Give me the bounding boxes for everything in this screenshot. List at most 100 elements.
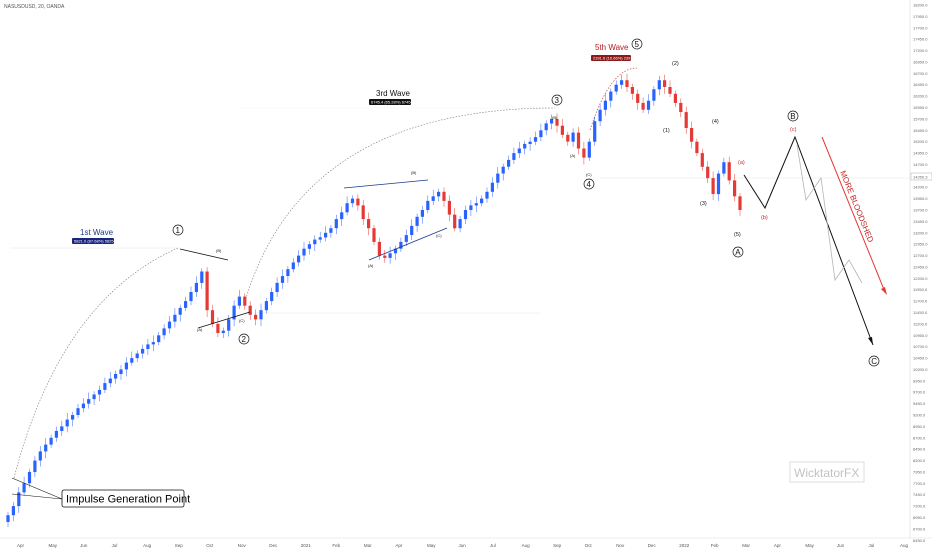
time-tick-label: Apr xyxy=(774,543,782,548)
price-tick-label: 16450.0 xyxy=(913,82,928,87)
price-tick-label: 7700.0 xyxy=(913,481,926,486)
price-tick-label: 7450.0 xyxy=(913,492,926,497)
price-tick-label: 11700.0 xyxy=(913,299,928,304)
price-tick-label: 8950.0 xyxy=(913,424,926,429)
candle-body xyxy=(437,191,441,197)
candle-body xyxy=(167,321,172,329)
subwave-label: (A) xyxy=(368,263,374,268)
candle-body xyxy=(668,87,672,94)
time-tick-label: Nov xyxy=(238,543,247,548)
candle-body xyxy=(383,255,387,258)
candle-body xyxy=(259,310,263,320)
watermark-box xyxy=(789,461,865,483)
last-price-label: 14250.3 xyxy=(913,175,928,180)
candle-body xyxy=(313,239,317,245)
time-tick-label: Aug xyxy=(143,543,152,548)
candle-body xyxy=(566,134,570,142)
candle-body xyxy=(44,444,48,452)
candle-body xyxy=(507,159,511,167)
subwave-label: (C) xyxy=(586,172,592,177)
candle-body xyxy=(108,378,112,384)
candle-body xyxy=(463,210,468,220)
wave1-arc xyxy=(13,247,179,479)
price-tick-label: 14200.0 xyxy=(913,185,928,190)
price-tick-label: 6700.0 xyxy=(913,526,926,531)
time-tick-label: Jul xyxy=(869,543,875,548)
candle-body xyxy=(399,241,403,249)
price-tick-label: 9700.0 xyxy=(913,390,926,395)
price-tick-label: 17450.0 xyxy=(913,37,928,42)
candle-body xyxy=(695,141,699,154)
price-tick-label: 16950.0 xyxy=(913,59,928,64)
candle-body xyxy=(657,80,661,90)
candle-body xyxy=(587,141,591,158)
candle-body xyxy=(550,118,554,124)
price-tick-label: 7950.0 xyxy=(913,469,926,474)
time-axis[interactable]: Apr May Jun Jul Aug Sep Oct Nov Dec 2021 Feb Mar Apr… xyxy=(17,543,909,548)
candle-body xyxy=(60,426,64,431)
candle-body xyxy=(33,460,37,472)
candle-body xyxy=(679,102,683,112)
candle-body xyxy=(324,232,328,238)
price-tick-label: 13200.0 xyxy=(913,230,928,235)
projection-path xyxy=(743,135,874,346)
candle-body xyxy=(641,102,645,110)
symbol-title: NASUSDUSD, 20, OANDA xyxy=(4,4,65,10)
candle-body xyxy=(711,178,715,194)
candle-body xyxy=(275,282,279,292)
time-tick-label: Dec xyxy=(648,543,657,548)
subwave-label: (A) xyxy=(197,327,203,332)
candle-body xyxy=(11,506,15,516)
candle-body xyxy=(555,118,559,126)
candle-body xyxy=(571,132,575,142)
candle-body xyxy=(630,87,634,94)
time-tick-label: Sep xyxy=(553,543,562,548)
price-tick-label: 17700.0 xyxy=(913,25,928,30)
candle-body xyxy=(517,148,521,154)
candle-body xyxy=(652,89,656,101)
candle-body xyxy=(453,214,457,229)
time-tick-label: Jun xyxy=(80,543,88,548)
impulse-pointer xyxy=(11,477,63,500)
price-tick-label: 15200.0 xyxy=(913,139,928,144)
time-tick-label: Oct xyxy=(206,543,214,548)
wave1-measure-box xyxy=(72,238,114,244)
bloodshed-arrow xyxy=(821,136,886,293)
candle-body xyxy=(114,374,118,379)
candle-body xyxy=(6,515,10,522)
time-tick-label: Jun xyxy=(459,543,467,548)
wave3-title: 3rd Wave xyxy=(376,89,410,98)
candle-body xyxy=(103,383,107,390)
price-tick-label: 10700.0 xyxy=(913,344,928,349)
time-tick-label: 2022 xyxy=(679,543,690,548)
price-tick-label: 16200.0 xyxy=(913,94,928,99)
candle-body xyxy=(722,162,726,174)
candle-body xyxy=(38,451,42,461)
candle-body xyxy=(345,203,349,213)
candle-body xyxy=(71,415,75,420)
candle-body xyxy=(598,109,602,122)
subwave-label: (B) xyxy=(411,170,417,175)
price-tick-label: 11450.0 xyxy=(913,310,928,315)
wave5-arc xyxy=(589,67,638,131)
candle-body xyxy=(141,348,145,354)
time-tick-label: Jun xyxy=(837,543,845,548)
candle-body xyxy=(733,180,737,197)
time-tick-label: May xyxy=(49,543,58,548)
candle-body xyxy=(22,483,26,493)
candle-body xyxy=(614,84,618,92)
time-tick-label: May xyxy=(427,543,436,548)
candle-body xyxy=(480,198,484,204)
impulse-label: Impulse Generation Point xyxy=(66,494,190,506)
price-tick-label: 14700.0 xyxy=(913,162,928,167)
candle-body xyxy=(178,307,182,315)
candle-body xyxy=(280,276,285,283)
wave-label-2: 2 xyxy=(238,333,250,345)
candle-body xyxy=(706,166,710,179)
candle-body xyxy=(393,248,398,254)
price-tick-label: 13700.0 xyxy=(913,208,928,213)
candle-body xyxy=(334,219,338,229)
candle-body xyxy=(609,91,613,101)
candle-body xyxy=(582,148,586,158)
